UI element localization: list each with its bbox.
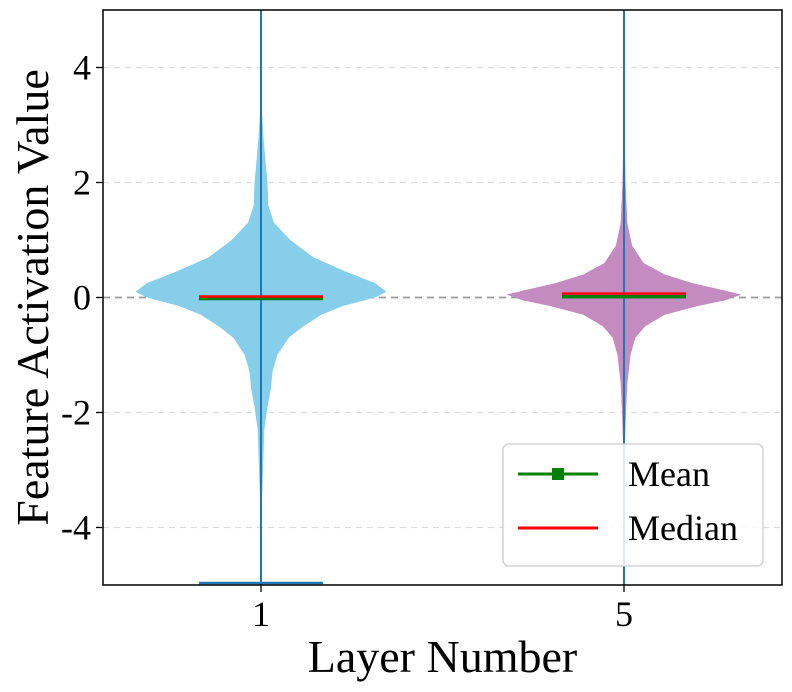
y-axis-title: Feature Activation Value	[7, 69, 58, 525]
legend-marker	[552, 468, 564, 480]
y-tick-label: -2	[61, 393, 91, 433]
legend-label: Median	[628, 508, 738, 548]
x-tick-label: 5	[615, 594, 633, 634]
y-tick-label: 2	[73, 163, 91, 203]
axis-ticks: -4 -2 0 2 4 1 5	[61, 48, 633, 635]
y-tick-label: 0	[73, 278, 91, 318]
y-tick-label: 4	[73, 48, 91, 88]
y-tick-label: -4	[61, 508, 91, 548]
legend: Mean Median	[502, 443, 764, 567]
plot-frame	[102, 9, 783, 586]
x-tick-label: 1	[252, 594, 270, 634]
legend-label: Mean	[628, 454, 710, 494]
x-axis-title: Layer Number	[308, 631, 578, 682]
